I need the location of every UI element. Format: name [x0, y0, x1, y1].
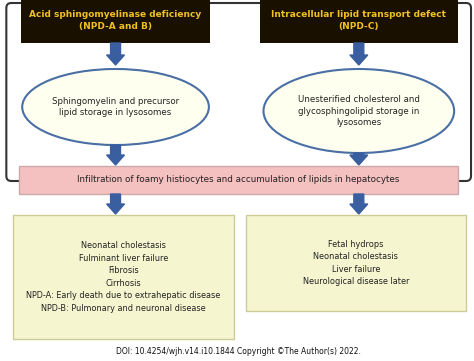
Polygon shape — [350, 43, 368, 65]
Text: Intracellular lipid transport defect
(NPD-C): Intracellular lipid transport defect (NP… — [271, 10, 447, 31]
Text: Unesterified cholesterol and
glycosphingolipid storage in
lysosomes: Unesterified cholesterol and glycosphing… — [298, 95, 420, 127]
FancyBboxPatch shape — [21, 0, 210, 43]
FancyBboxPatch shape — [246, 215, 466, 311]
Polygon shape — [107, 145, 125, 165]
FancyBboxPatch shape — [13, 215, 234, 339]
FancyBboxPatch shape — [260, 0, 458, 43]
Polygon shape — [350, 153, 368, 165]
Text: Fetal hydrops
Neonatal cholestasis
Liver failure
Neurological disease later: Fetal hydrops Neonatal cholestasis Liver… — [303, 240, 409, 286]
Polygon shape — [107, 194, 125, 214]
Ellipse shape — [22, 69, 209, 145]
Text: Neonatal cholestasis
Fulminant liver failure
Fibrosis
Cirrhosis
NPD-A: Early dea: Neonatal cholestasis Fulminant liver fai… — [27, 241, 220, 313]
Polygon shape — [350, 194, 368, 214]
Text: Acid sphingomyelinase deficiency
(NPD-A and B): Acid sphingomyelinase deficiency (NPD-A … — [29, 10, 201, 31]
Polygon shape — [107, 43, 125, 65]
Text: Sphingomyelin and precursor
lipid storage in lysosomes: Sphingomyelin and precursor lipid storag… — [52, 97, 179, 117]
Text: DOI: 10.4254/wjh.v14.i10.1844 Copyright ©The Author(s) 2022.: DOI: 10.4254/wjh.v14.i10.1844 Copyright … — [116, 348, 361, 357]
FancyBboxPatch shape — [6, 3, 471, 181]
Text: Infiltration of foamy histiocytes and accumulation of lipids in hepatocytes: Infiltration of foamy histiocytes and ac… — [77, 175, 400, 184]
FancyBboxPatch shape — [19, 166, 458, 194]
Ellipse shape — [264, 69, 454, 153]
